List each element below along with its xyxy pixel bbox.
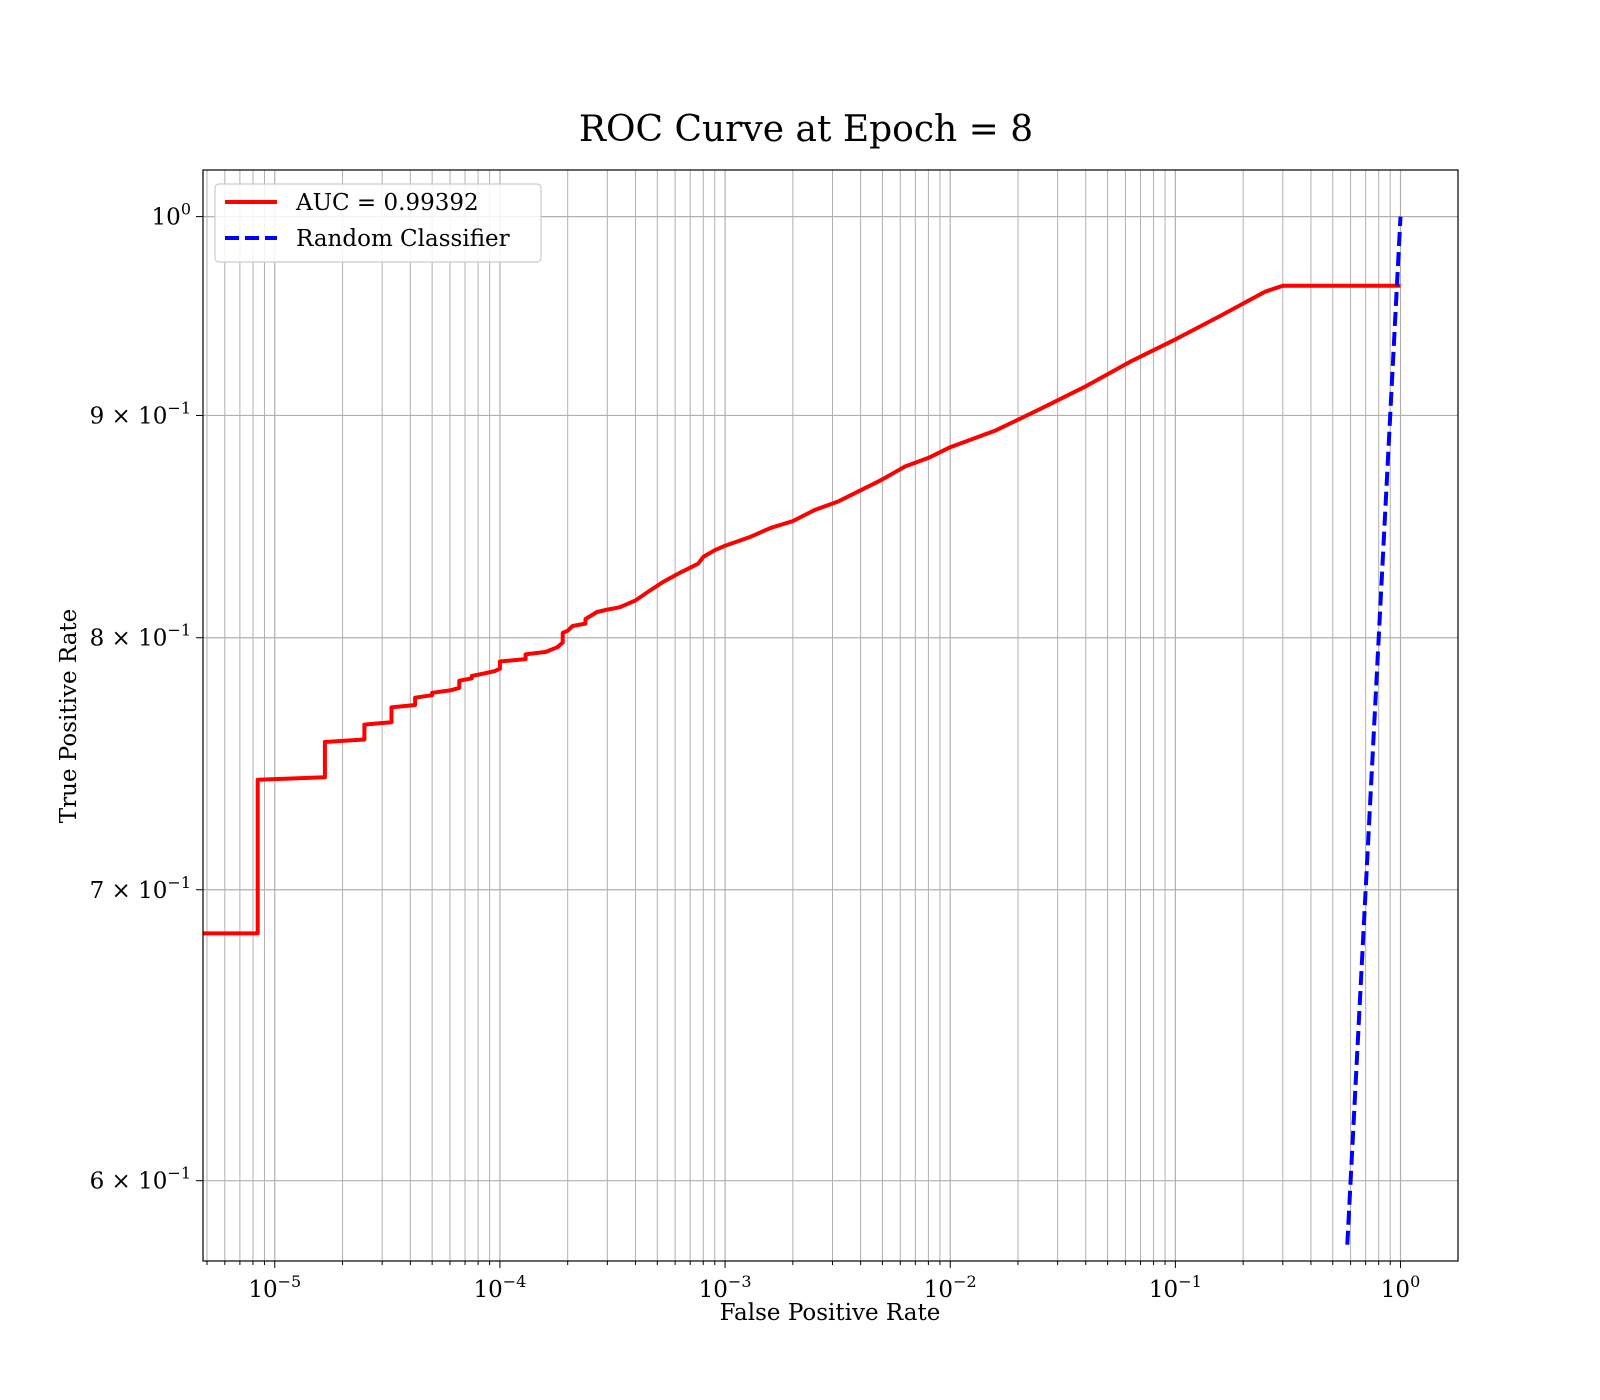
y-tick-label: 8 × 10−1 [90, 621, 191, 652]
legend-label-auc: AUC = 0.99392 [295, 190, 479, 216]
x-tick-label: 10−2 [924, 1272, 977, 1303]
x-tick-label: 100 [1381, 1272, 1420, 1303]
series-group [203, 216, 1403, 1245]
x-tick-label: 10−5 [248, 1272, 301, 1303]
y-tick-label: 6 × 10−1 [90, 1164, 191, 1195]
y-tick-label: 9 × 10−1 [90, 398, 191, 429]
y-axis-label: True Positive Rate [56, 609, 82, 824]
axis-ticks: 6 × 10−1 7 × 10−1 8 × 10−1 9 × 10−1 100 10−5 1… [90, 200, 1421, 1303]
y-tick-label: 100 [152, 200, 191, 231]
x-tick-label: 10−4 [473, 1272, 526, 1303]
chart-title: ROC Curve at Epoch = 8 [579, 109, 1033, 150]
grid [203, 170, 1458, 1261]
x-tick-label: 10−1 [1149, 1272, 1202, 1303]
x-axis-label: False Positive Rate [720, 1300, 941, 1326]
plot-frame [202, 169, 1459, 1262]
y-tick-label: 7 × 10−1 [90, 873, 191, 904]
x-tick-label: 10−3 [699, 1272, 752, 1303]
roc-curve-line [203, 283, 1401, 936]
random-classifier-line [1345, 216, 1403, 1245]
legend: AUC = 0.99392 Random Classifier [214, 183, 542, 263]
legend-label-random: Random Classifier [296, 226, 510, 252]
legend-box [214, 183, 542, 263]
